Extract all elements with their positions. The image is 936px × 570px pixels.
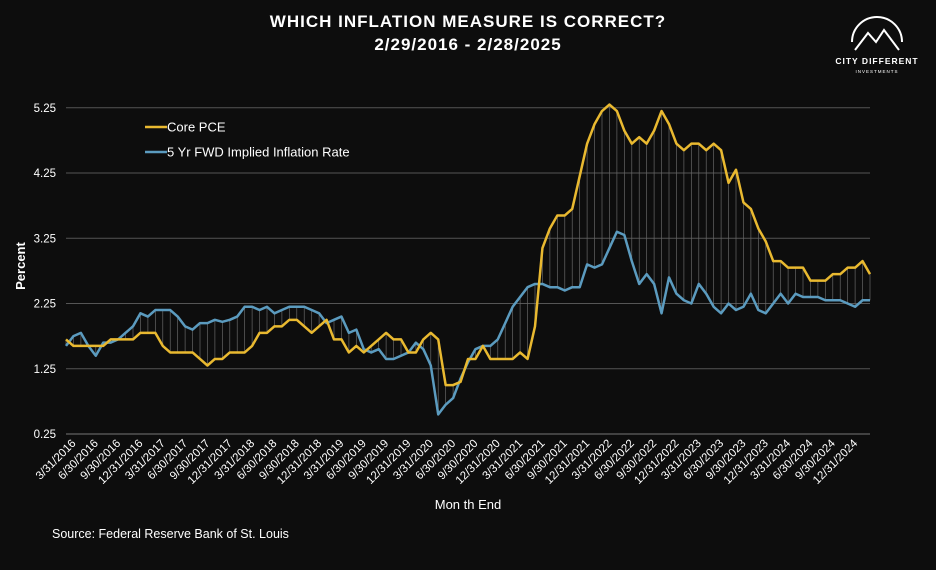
legend-label: Core PCE [167,120,226,135]
source-note: Source: Federal Reserve Bank of St. Loui… [52,527,289,541]
chart-subtitle: 2/29/2016 - 2/28/2025 [374,35,561,54]
y-tick-label: 3.25 [34,233,56,245]
series-line [65,103,872,387]
logo: CITY DIFFERENT INVESTMENTS [835,16,918,74]
y-tick-label: 5.25 [34,103,56,115]
chart-title: WHICH INFLATION MEASURE IS CORRECT? [270,12,666,31]
y-tick-label: 4.25 [34,168,56,180]
logo-tagline: INVESTMENTS [855,69,898,74]
y-tick-label: 1.25 [34,364,56,376]
logo-mountains [854,28,900,51]
logo-arc [851,16,903,43]
y-tick-label: 2.25 [34,299,56,311]
y-tick-label: 0.25 [34,429,56,441]
y-axis-label: Percent [13,241,28,289]
legend-label: 5 Yr FWD Implied Inflation Rate [167,145,350,160]
x-axis-label: Mon th End [435,497,502,512]
logo-name: CITY DIFFERENT [835,56,918,66]
